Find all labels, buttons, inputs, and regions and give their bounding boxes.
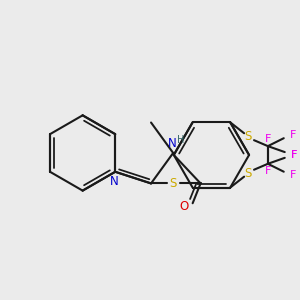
Text: F: F: [290, 150, 297, 160]
Text: F: F: [265, 166, 271, 176]
Text: F: F: [290, 170, 296, 180]
Text: S: S: [244, 130, 252, 143]
Text: F: F: [290, 150, 297, 160]
Text: F: F: [290, 130, 296, 140]
Text: S: S: [244, 167, 252, 180]
Text: H: H: [177, 135, 185, 145]
Text: N: N: [110, 175, 118, 188]
Text: S: S: [169, 177, 176, 190]
Text: O: O: [179, 200, 188, 213]
Text: F: F: [265, 134, 271, 144]
Text: N: N: [168, 136, 177, 150]
